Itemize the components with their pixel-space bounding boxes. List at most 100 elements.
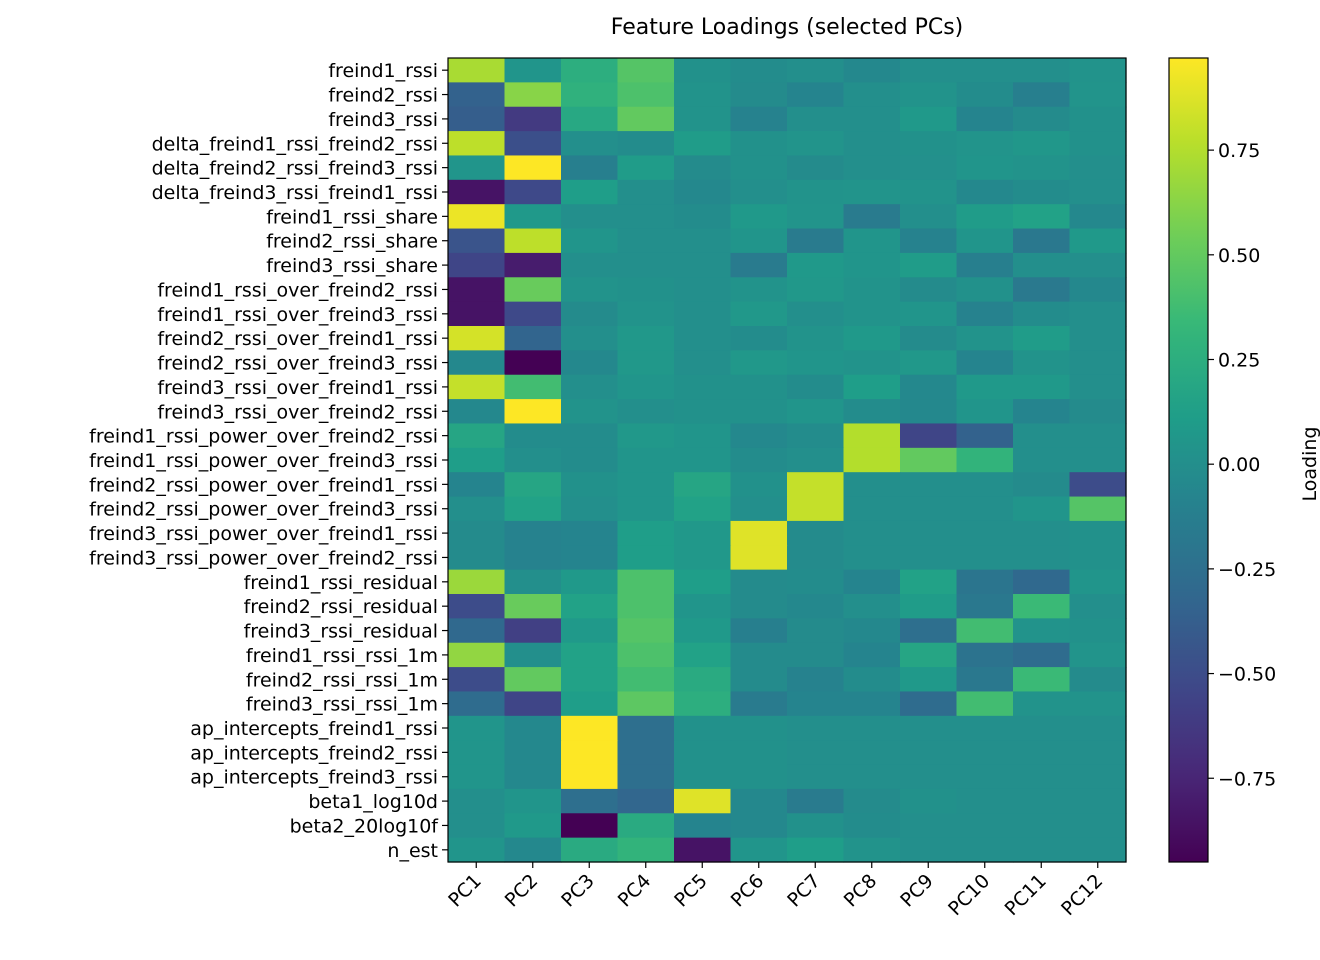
y-tick-label: n_est xyxy=(387,840,438,862)
heatmap-cell xyxy=(617,715,675,741)
heatmap-cell xyxy=(617,326,675,351)
heatmap-cell xyxy=(448,788,506,814)
heatmap-cell xyxy=(900,374,958,400)
heatmap-cell xyxy=(674,667,732,693)
y-tick-label: freind2_rssi_power_over_freind3_rssi xyxy=(89,499,438,521)
heatmap-cell xyxy=(787,423,845,449)
heatmap-cells xyxy=(448,58,1127,863)
heatmap-cell xyxy=(617,520,675,546)
heatmap-cell xyxy=(617,691,675,717)
heatmap-cell xyxy=(561,179,619,205)
heatmap-cell xyxy=(617,642,675,668)
heatmap-cell xyxy=(730,350,788,376)
y-tick-label: freind1_rssi_share xyxy=(266,206,438,228)
heatmap-cell xyxy=(843,131,901,157)
heatmap-cell xyxy=(843,179,901,205)
heatmap-cell xyxy=(1069,813,1127,839)
heatmap-cell xyxy=(730,179,788,205)
heatmap-cell xyxy=(787,594,845,619)
heatmap-cell xyxy=(1013,82,1071,108)
heatmap-cell xyxy=(617,179,675,205)
x-tick-label: PC4 xyxy=(614,870,656,912)
y-tick-label: freind1_rssi_rssi_1m xyxy=(246,645,438,667)
heatmap-cell xyxy=(900,642,958,668)
y-tick-label: freind3_rssi_residual xyxy=(244,621,438,643)
heatmap-cell xyxy=(843,82,901,108)
heatmap-cell xyxy=(504,691,562,717)
heatmap-cell xyxy=(617,618,675,644)
heatmap-cell xyxy=(561,496,619,522)
heatmap-cell xyxy=(448,642,506,668)
y-tick-label: freind2_rssi_power_over_freind1_rssi xyxy=(89,474,438,496)
heatmap-cell xyxy=(504,326,562,351)
heatmap-cell xyxy=(1013,764,1071,790)
heatmap-cell xyxy=(900,837,958,863)
heatmap-cell xyxy=(674,569,732,595)
heatmap-cell xyxy=(1013,520,1071,546)
heatmap-cell xyxy=(448,472,506,498)
heatmap-cell xyxy=(561,131,619,157)
heatmap-cell xyxy=(674,764,732,790)
heatmap-cell xyxy=(617,837,675,863)
heatmap-cell xyxy=(843,813,901,839)
heatmap-cell xyxy=(730,447,788,473)
heatmap-cell xyxy=(504,618,562,644)
heatmap-cell xyxy=(1069,788,1127,814)
heatmap-cell xyxy=(504,667,562,693)
heatmap-cell xyxy=(843,252,901,278)
heatmap-cell xyxy=(787,155,845,181)
heatmap-cell xyxy=(787,350,845,376)
heatmap-cell xyxy=(900,594,958,619)
heatmap-cell xyxy=(617,82,675,108)
heatmap-cell xyxy=(504,837,562,863)
heatmap-cell xyxy=(674,350,732,376)
heatmap-cell xyxy=(787,82,845,108)
heatmap-cell xyxy=(956,642,1014,668)
y-tick-label: freind2_rssi_residual xyxy=(244,596,438,618)
heatmap-cell xyxy=(787,301,845,327)
heatmap-cell xyxy=(1069,740,1127,766)
heatmap-cell xyxy=(1069,106,1127,132)
heatmap-cell xyxy=(843,374,901,400)
colorbar-tick-label: 0.75 xyxy=(1218,140,1260,162)
heatmap-cell xyxy=(617,155,675,181)
heatmap-cell xyxy=(787,228,845,254)
heatmap-cell xyxy=(448,447,506,473)
heatmap-cell xyxy=(730,374,788,400)
heatmap-cell xyxy=(448,520,506,546)
heatmap-cell xyxy=(900,545,958,571)
heatmap-cell xyxy=(448,106,506,132)
heatmap-cell xyxy=(504,594,562,619)
heatmap-cell xyxy=(448,374,506,400)
heatmap-cell xyxy=(843,58,901,83)
heatmap-cell xyxy=(956,131,1014,157)
heatmap-cell xyxy=(1013,569,1071,595)
heatmap-cell xyxy=(617,228,675,254)
x-tick-label: PC6 xyxy=(727,870,769,912)
heatmap-cell xyxy=(1013,447,1071,473)
heatmap-cell xyxy=(561,472,619,498)
heatmap-cell xyxy=(956,740,1014,766)
heatmap-cell xyxy=(674,496,732,522)
colorbar-tick-label: 0.00 xyxy=(1218,454,1260,476)
heatmap-cell xyxy=(730,545,788,571)
heatmap-cell xyxy=(1013,326,1071,351)
heatmap-cell xyxy=(561,569,619,595)
heatmap-cell xyxy=(730,764,788,790)
heatmap-cell xyxy=(617,350,675,376)
heatmap-cell xyxy=(843,228,901,254)
heatmap-cell xyxy=(1069,179,1127,205)
heatmap-cell xyxy=(674,179,732,205)
colorbar-tick-label: 0.25 xyxy=(1218,350,1260,372)
heatmap-cell xyxy=(1013,594,1071,619)
heatmap-cell xyxy=(1069,715,1127,741)
heatmap-cell xyxy=(730,58,788,83)
y-tick-label: freind1_rssi_power_over_freind2_rssi xyxy=(89,426,438,448)
heatmap-cell xyxy=(674,691,732,717)
heatmap-cell xyxy=(1013,228,1071,254)
heatmap-cell xyxy=(730,472,788,498)
heatmap-cell xyxy=(1069,423,1127,449)
heatmap-cell xyxy=(561,252,619,278)
heatmap-cell xyxy=(787,740,845,766)
y-tick-label: freind2_rssi_rssi_1m xyxy=(246,669,438,691)
